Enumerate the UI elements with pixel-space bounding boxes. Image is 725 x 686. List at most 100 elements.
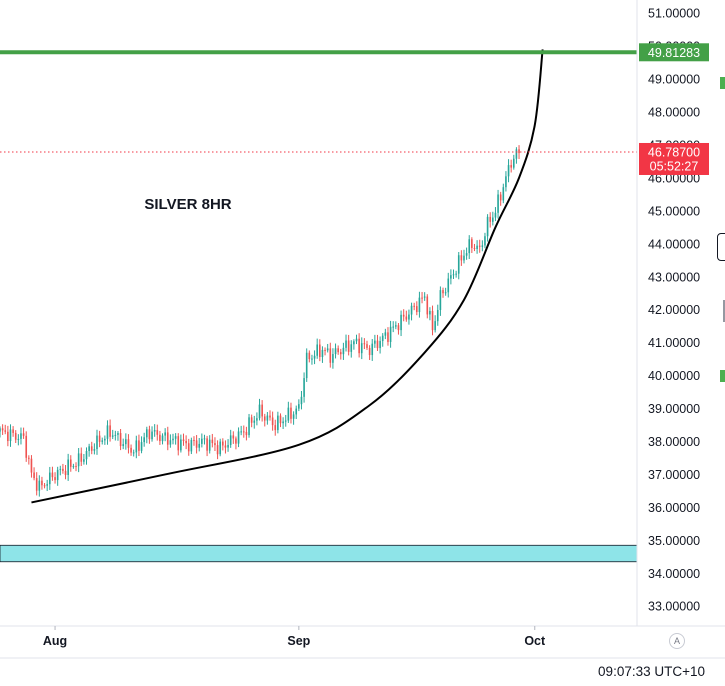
candle-body[interactable] — [389, 326, 392, 342]
candle-body[interactable] — [229, 435, 232, 445]
candle-body[interactable] — [240, 431, 242, 433]
candle-body[interactable] — [339, 352, 342, 355]
candle-body[interactable] — [326, 348, 329, 351]
candle-body[interactable] — [30, 458, 33, 473]
candle-body[interactable] — [455, 273, 457, 275]
candle-body[interactable] — [253, 420, 256, 423]
candle-body[interactable] — [180, 439, 182, 451]
candle-body[interactable] — [279, 415, 282, 424]
candle-body[interactable] — [381, 335, 384, 342]
auto-scale-button[interactable]: A — [669, 633, 685, 649]
candle-body[interactable] — [85, 451, 88, 460]
candle-body[interactable] — [211, 439, 214, 444]
candle-body[interactable] — [164, 432, 166, 436]
candle-body[interactable] — [9, 429, 12, 442]
candle-body[interactable] — [80, 453, 83, 462]
parabolic-trend-curve[interactable] — [31, 49, 544, 504]
candle-body[interactable] — [258, 404, 261, 419]
candle-body[interactable] — [292, 414, 295, 419]
candle-body[interactable] — [295, 408, 298, 415]
scroll-handle[interactable] — [723, 300, 725, 322]
candle-body[interactable] — [502, 187, 505, 201]
candle-body[interactable] — [135, 440, 138, 453]
candle-body[interactable] — [408, 314, 410, 320]
candle-body[interactable] — [269, 415, 271, 418]
candle-body[interactable] — [387, 332, 389, 342]
candle-body[interactable] — [460, 255, 463, 261]
candle-body[interactable] — [439, 290, 442, 310]
candle-body[interactable] — [311, 358, 313, 360]
candle-body[interactable] — [111, 435, 114, 437]
candle-body[interactable] — [185, 440, 187, 444]
candle-body[interactable] — [198, 443, 201, 448]
candle-body[interactable] — [156, 430, 159, 435]
candle-body[interactable] — [363, 343, 366, 345]
candle-body[interactable] — [219, 441, 222, 455]
candle-body[interactable] — [117, 433, 119, 435]
candle-body[interactable] — [67, 459, 69, 476]
candle-body[interactable] — [468, 239, 471, 254]
candle-body[interactable] — [237, 431, 240, 444]
candle-body[interactable] — [122, 444, 125, 447]
candle-body[interactable] — [256, 418, 258, 421]
candle-body[interactable] — [376, 340, 379, 349]
candle-body[interactable] — [405, 316, 408, 320]
candle-body[interactable] — [0, 428, 1, 432]
candle-body[interactable] — [56, 469, 59, 481]
candle-body[interactable] — [106, 425, 109, 439]
candle-body[interactable] — [41, 480, 43, 486]
candle-body[interactable] — [298, 404, 300, 409]
candle-body[interactable] — [227, 444, 229, 448]
candle-body[interactable] — [282, 421, 284, 424]
candle-body[interactable] — [266, 415, 269, 421]
candle-body[interactable] — [300, 396, 303, 405]
candle-body[interactable] — [46, 484, 48, 486]
candle-body[interactable] — [250, 417, 253, 423]
candle-body[interactable] — [138, 440, 140, 451]
candle-body[interactable] — [497, 194, 499, 213]
candle-body[interactable] — [515, 149, 518, 159]
candle-body[interactable] — [35, 478, 38, 491]
candle-body[interactable] — [182, 439, 185, 441]
candle-body[interactable] — [473, 247, 476, 249]
candle-body[interactable] — [308, 352, 311, 360]
candle-body[interactable] — [151, 431, 153, 440]
candle-body[interactable] — [436, 309, 439, 322]
support-zone[interactable] — [0, 544, 638, 563]
candle-body[interactable] — [159, 434, 161, 442]
candle-body[interactable] — [206, 438, 208, 451]
candle-body[interactable] — [222, 441, 224, 446]
candle-body[interactable] — [201, 438, 203, 444]
candle-body[interactable] — [75, 466, 77, 468]
candle-body[interactable] — [507, 165, 510, 177]
candle-body[interactable] — [342, 347, 345, 355]
candle-body[interactable] — [245, 431, 248, 436]
candle-body[interactable] — [444, 292, 447, 294]
candle-body[interactable] — [402, 314, 405, 317]
candle-body[interactable] — [481, 245, 484, 247]
time-axis[interactable]: Aug Sep Oct — [43, 626, 546, 648]
candle-body[interactable] — [72, 466, 75, 468]
candle-body[interactable] — [169, 440, 172, 445]
candle-body[interactable] — [471, 239, 473, 248]
candle-body[interactable] — [447, 278, 450, 293]
alert-marker-icon[interactable] — [720, 370, 725, 382]
candle-body[interactable] — [271, 417, 274, 426]
candle-body[interactable] — [88, 446, 90, 452]
candle-body[interactable] — [347, 340, 350, 352]
candle-body[interactable] — [415, 306, 418, 313]
candle-body[interactable] — [374, 340, 376, 344]
candle-body[interactable] — [465, 253, 468, 256]
candle-body[interactable] — [478, 245, 481, 247]
candle-body[interactable] — [512, 158, 515, 168]
candle-body[interactable] — [277, 415, 279, 431]
candle-body[interactable] — [434, 321, 436, 331]
candle-body[interactable] — [334, 348, 337, 355]
candle-body[interactable] — [418, 297, 421, 313]
candle-body[interactable] — [64, 470, 67, 476]
candle-body[interactable] — [313, 355, 316, 359]
candle-body[interactable] — [153, 430, 156, 432]
candle-body[interactable] — [96, 435, 98, 450]
candle-body[interactable] — [208, 439, 211, 451]
candle-body[interactable] — [20, 433, 22, 439]
